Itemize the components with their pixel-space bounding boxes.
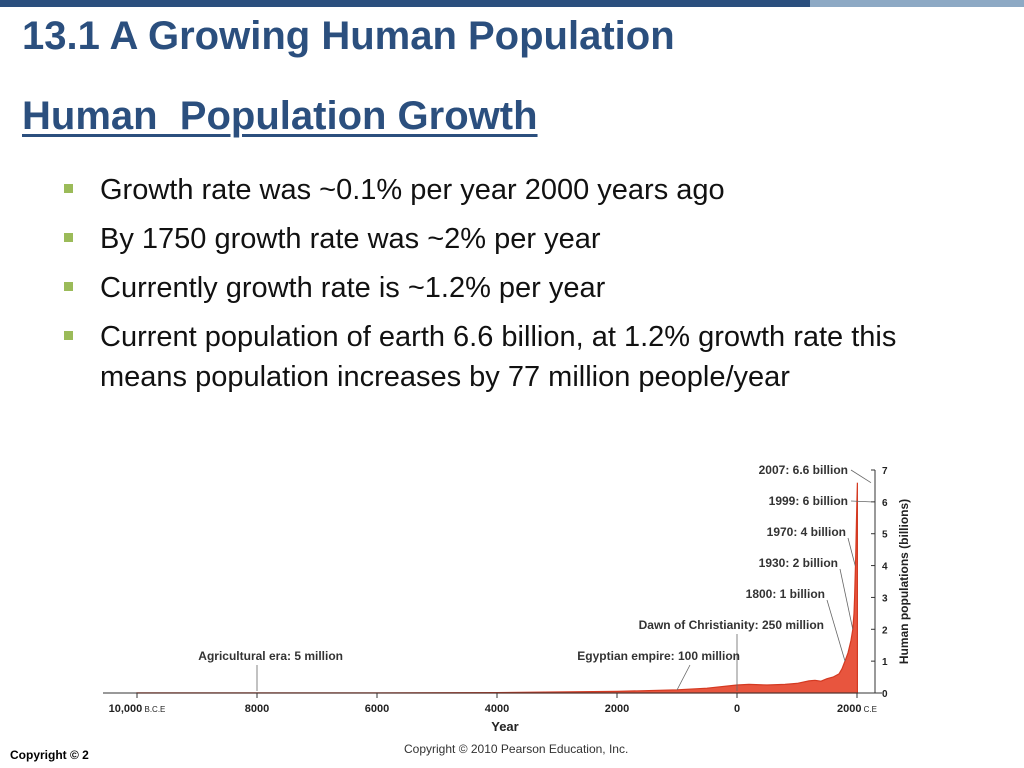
population-area xyxy=(136,482,858,694)
footer-pearson-copyright: Copyright © 2010 Pearson Education, Inc. xyxy=(404,742,629,756)
y-tick-label: 1 xyxy=(882,657,888,668)
annotation-leader-line xyxy=(676,664,691,691)
bullet-text: Current population of earth 6.6 billion,… xyxy=(100,321,897,393)
top-accent-bar-dark xyxy=(0,0,810,7)
annotation-label: 1930: 2 billion xyxy=(759,556,838,570)
x-tick-label: 6000 xyxy=(365,703,389,715)
population-chart: 10,000 B.C.E 8000 6000 4000 2000 0 2000 C.E Yea… xyxy=(0,450,1024,745)
annotation-leader-line xyxy=(850,469,872,484)
x-tick-label: 8000 xyxy=(245,703,269,715)
annotation-leader-line xyxy=(850,500,872,503)
x-tick-era-label: B.C.E xyxy=(142,705,165,714)
annotation-leader-line xyxy=(839,568,854,630)
bullet-item: Growth rate was ~0.1% per year 2000 year… xyxy=(62,170,962,210)
annotation-leader-line xyxy=(826,599,846,662)
bullet-square-icon xyxy=(64,233,73,242)
bullet-list: Growth rate was ~0.1% per year 2000 year… xyxy=(62,170,962,406)
y-tick-label: 5 xyxy=(882,530,888,541)
annotation-label: 2007: 6.6 billion xyxy=(759,463,848,477)
bullet-item: Currently growth rate is ~1.2% per year xyxy=(62,268,962,308)
annotation-label: 1970: 4 billion xyxy=(767,525,846,539)
annotation-label: 1800: 1 billion xyxy=(746,587,825,601)
y-tick-label: 4 xyxy=(882,562,888,573)
annotation-leader-line xyxy=(847,537,856,566)
y-tick-label: 2 xyxy=(882,625,888,636)
bullet-text: Currently growth rate is ~1.2% per year xyxy=(100,272,606,304)
footer-copyright: Copyright © 2 xyxy=(10,748,89,762)
annotation-label: Egyptian empire: 100 million xyxy=(577,649,740,663)
bullet-item: Current population of earth 6.6 billion,… xyxy=(62,317,962,397)
slide-subtitle: Human Population Growth xyxy=(22,94,538,138)
x-tick-label: 2000 C.E xyxy=(837,703,877,715)
y-tick-label: 7 xyxy=(882,466,888,477)
bullet-square-icon xyxy=(64,184,73,193)
top-accent-bar xyxy=(0,0,1024,7)
y-tick-label: 3 xyxy=(882,593,888,604)
bullet-text: Growth rate was ~0.1% per year 2000 year… xyxy=(100,174,725,206)
slide-title: 13.1 A Growing Human Population xyxy=(22,14,675,58)
y-tick-label: 0 xyxy=(882,689,888,700)
x-tick-label: 10,000 B.C.E xyxy=(109,703,166,715)
bullet-square-icon xyxy=(64,282,73,291)
x-tick-label: 4000 xyxy=(485,703,509,715)
annotation-label: Dawn of Christianity: 250 million xyxy=(639,618,824,632)
x-axis-label: Year xyxy=(491,719,518,734)
bullet-square-icon xyxy=(64,331,73,340)
y-axis-label: Human populations (billions) xyxy=(897,499,911,664)
x-tick-label: 0 xyxy=(734,703,740,715)
annotation-label: 1999: 6 billion xyxy=(769,494,848,508)
bullet-text: By 1750 growth rate was ~2% per year xyxy=(100,223,601,255)
x-tick-label: 2000 xyxy=(605,703,629,715)
y-tick-label: 6 xyxy=(882,498,888,509)
x-tick-era-label: C.E xyxy=(861,705,877,714)
annotation-label: Agricultural era: 5 million xyxy=(198,649,343,663)
top-accent-bar-light xyxy=(810,0,1024,7)
population-chart-svg: 10,000 B.C.E 8000 6000 4000 2000 0 2000 C.E Yea… xyxy=(103,463,911,734)
bullet-item: By 1750 growth rate was ~2% per year xyxy=(62,219,962,259)
